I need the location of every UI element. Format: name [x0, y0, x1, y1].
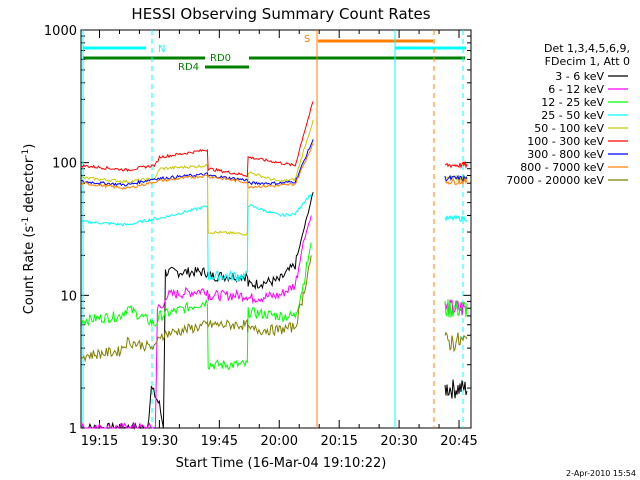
observing-state-markers: N S RD0 RD4 — [82, 30, 466, 428]
series-line-late-2 — [444, 299, 468, 318]
legend-header-2: FDecim 1, Att 0 — [545, 55, 630, 68]
x-axis-label: Start Time (16-Mar-04 19:10:22) — [176, 456, 387, 471]
chart-title: HESSI Observing Summary Count Rates — [131, 5, 430, 23]
legend-label: 25 - 50 keV — [541, 109, 604, 122]
series-group — [81, 101, 468, 430]
legend-label: 100 - 300 keV — [527, 135, 604, 148]
y-axis-label-end: ) — [22, 144, 37, 149]
legend: Det 1,3,4,5,6,9, FDecim 1, Att 0 3 - 6 k… — [506, 42, 630, 187]
y-tick-label: 10 — [60, 289, 77, 304]
series-line-late-7 — [444, 177, 468, 187]
y-axis-label-sup2: -1 — [21, 149, 31, 158]
y-tick-label: 1 — [69, 422, 77, 437]
series-line-7 — [81, 143, 314, 190]
series-line-5 — [81, 101, 314, 178]
series-line-0 — [81, 191, 314, 430]
y-axis-label: Count Rate (s-1 detector-1) — [21, 144, 37, 315]
x-tick-label: 19:30 — [141, 434, 178, 449]
series-line-4 — [81, 119, 314, 236]
legend-label: 12 - 25 keV — [541, 96, 604, 109]
series-line-2 — [81, 242, 312, 371]
legend-header-1: Det 1,3,4,5,6,9, — [544, 42, 630, 55]
y-axis-label-main: Count Rate (s — [22, 226, 37, 315]
legend-label: 3 - 6 keV — [555, 70, 604, 83]
legend-label: 6 - 12 keV — [548, 83, 604, 96]
saa-label: S — [304, 34, 310, 45]
series-line-late-0 — [444, 379, 468, 399]
legend-label: 50 - 100 keV — [534, 122, 604, 135]
series-line-late-8 — [444, 331, 468, 353]
x-tick-label: 19:15 — [81, 434, 118, 449]
series-line-late-3 — [444, 214, 468, 222]
series-line-6 — [81, 139, 314, 187]
night-label: N — [158, 44, 165, 55]
series-line-late-5 — [444, 160, 468, 170]
y-tick-label: 100 — [52, 157, 77, 172]
series-line-3 — [81, 193, 312, 282]
series-line-late-6 — [444, 174, 468, 183]
plot-frame — [80, 29, 472, 429]
x-tick-label: 20:30 — [380, 434, 417, 449]
legend-label: 300 - 800 keV — [527, 148, 604, 161]
x-tick-label: 20:45 — [440, 434, 477, 449]
series-line-1 — [81, 215, 312, 430]
rd4-label: RD4 — [178, 62, 199, 73]
y-axis-label-mid: detector — [22, 157, 37, 217]
x-tick-label: 20:15 — [320, 434, 357, 449]
y-tick-label: 1000 — [44, 24, 77, 39]
series-line-8 — [81, 255, 312, 363]
legend-label: 800 - 7000 keV — [520, 161, 604, 174]
x-tick-label: 20:00 — [261, 434, 298, 449]
y-axis-ticks: 1 10 100 1000 — [44, 24, 471, 437]
legend-label: 7000 - 20000 keV — [506, 174, 604, 187]
y-axis-label-sup1: -1 — [21, 217, 31, 226]
rd0-label: RD0 — [210, 53, 231, 64]
timestamp: 2-Apr-2010 15:54 — [566, 469, 636, 478]
x-axis-ticks: 19:15 19:30 19:45 20:00 20:15 20:30 20:45 — [81, 30, 478, 449]
x-tick-label: 19:45 — [201, 434, 238, 449]
